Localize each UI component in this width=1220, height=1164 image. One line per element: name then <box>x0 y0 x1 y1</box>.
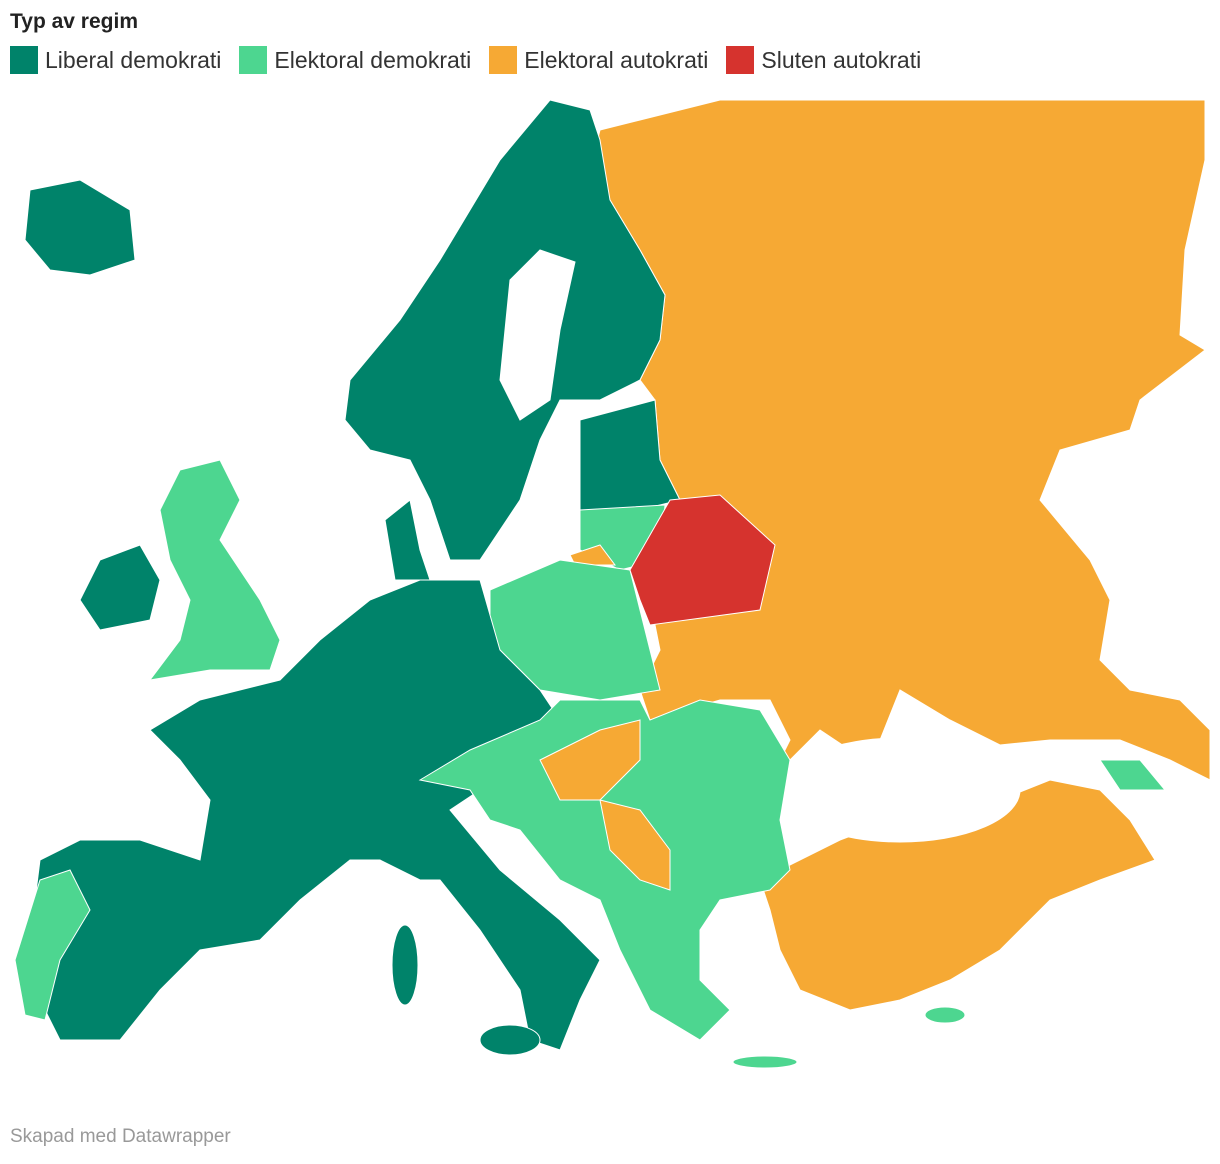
region <box>24 179 136 276</box>
region <box>418 699 791 1041</box>
legend-swatch <box>10 46 38 74</box>
region <box>924 1006 966 1024</box>
region <box>732 1055 798 1069</box>
region <box>384 499 431 581</box>
region <box>479 1024 541 1056</box>
region <box>629 494 776 626</box>
legend-swatch <box>239 46 268 74</box>
footer: Skapad med Datawrapper <box>10 1126 231 1147</box>
legend-label: Liberal demokrati <box>45 46 222 73</box>
region <box>539 719 641 801</box>
legend-item: Liberal demokrati <box>10 46 221 74</box>
legend-label: Elektoral demokrati <box>274 46 472 73</box>
region <box>391 924 419 1006</box>
legend-label: Sluten autokrati <box>761 46 922 73</box>
region <box>1099 759 1167 791</box>
legend-item: Elektoral autokrati <box>489 46 708 74</box>
legend-swatch <box>726 46 755 74</box>
baltic-sea <box>499 249 576 421</box>
legend-label: Elektoral autokrati <box>524 46 709 73</box>
region <box>594 99 1211 781</box>
region <box>79 544 161 631</box>
legend-title: Typ av regim <box>10 10 138 33</box>
legend-item: Elektoral demokrati <box>239 46 471 74</box>
black-sea <box>779 737 1021 843</box>
region <box>599 799 671 891</box>
legend: Liberal demokrati Elektoral demokrati Elek… <box>10 46 921 74</box>
region <box>148 459 281 681</box>
region <box>14 869 91 1021</box>
legend-swatch <box>489 46 518 74</box>
legend-item: Sluten autokrati <box>726 46 921 74</box>
